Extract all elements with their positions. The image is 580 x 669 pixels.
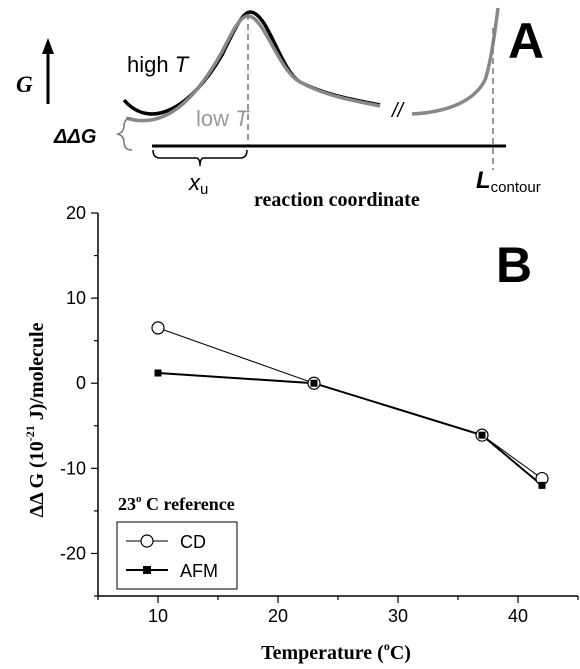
- legend-item-cd: CD: [126, 532, 206, 552]
- data-point-cd: [151, 321, 165, 335]
- legend-cd-marker: [140, 534, 154, 548]
- x-axis-title: Temperature (oC): [261, 639, 411, 664]
- panel-a-label: A: [508, 13, 544, 69]
- y-tick-label: -10: [60, 458, 86, 478]
- y-ticks: -20 -10 0 10 20: [60, 203, 98, 597]
- series-line-afm: [157, 372, 543, 487]
- legend-afm-marker: [143, 566, 151, 574]
- data-point-afm: [538, 481, 546, 489]
- x-ticks: 10 20 30 40: [97, 596, 579, 626]
- legend-title: 23o C reference: [118, 493, 235, 514]
- panel-a: A G high T low T ΔΔG // xu Lcontour reac…: [16, 7, 544, 211]
- legend-box: [116, 521, 238, 590]
- g-axis-label: G: [16, 72, 33, 97]
- axis-break-mark: //: [390, 100, 406, 122]
- xu-brace: [152, 149, 248, 167]
- panel-b-label: B: [496, 237, 532, 293]
- data-point-afm: [478, 431, 486, 439]
- data-point-afm: [310, 379, 318, 387]
- x-tick-label: 30: [388, 606, 408, 626]
- high-t-label: high T: [127, 52, 190, 77]
- data-point-afm: [154, 369, 162, 377]
- series-line-cd: [157, 327, 543, 479]
- y-tick-label: 0: [76, 373, 86, 393]
- low-t-curve-right: [411, 7, 500, 116]
- y-tick-label: 20: [66, 203, 86, 223]
- x-tick-label: 20: [268, 606, 288, 626]
- xu-label: xu: [188, 170, 208, 198]
- legend-afm-label: AFM: [180, 561, 218, 581]
- y-axis-title: ΔΔ G (10-21 J)/molecule: [23, 322, 48, 517]
- y-tick-label: 10: [66, 288, 86, 308]
- delta-delta-g-label: ΔΔG: [53, 126, 96, 148]
- legend-item-afm: AFM: [126, 561, 218, 581]
- delta-g-brace: [115, 117, 133, 151]
- x-tick-label: 40: [508, 606, 528, 626]
- low-t-label: low T: [196, 106, 250, 131]
- l-contour-label: Lcontour: [476, 167, 541, 196]
- series-layer: [151, 321, 549, 489]
- reaction-coordinate-label: reaction coordinate: [254, 189, 420, 211]
- x-tick-label: 10: [148, 606, 168, 626]
- y-tick-label: -20: [60, 543, 86, 563]
- legend-cd-label: CD: [180, 532, 206, 552]
- g-axis-arrow-head: [42, 38, 54, 54]
